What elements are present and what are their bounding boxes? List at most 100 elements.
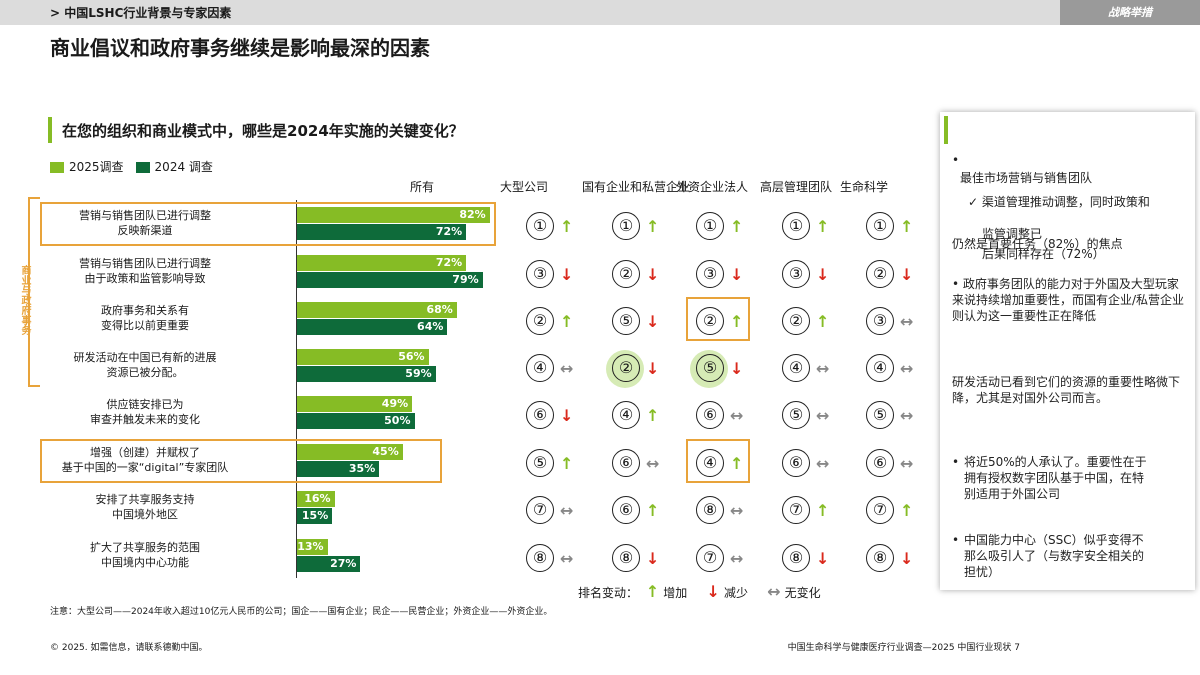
rank-badge: ③ bbox=[866, 307, 894, 335]
rank-badge: ④ bbox=[866, 354, 894, 382]
panel-bullet5: 中国能力中心（SSC）似乎变得不那么吸引人了（与数字安全相关的担忧） bbox=[964, 533, 1145, 579]
bar-2024: 72% bbox=[297, 224, 467, 240]
rank-badge: ① bbox=[526, 212, 554, 240]
rank-down-icon: ↓ bbox=[646, 265, 660, 284]
bar-2024: 35% bbox=[297, 461, 380, 477]
rank-badge: ⑦ bbox=[866, 496, 894, 524]
rank-down-icon: ↓ bbox=[646, 359, 660, 378]
data-label: 35% bbox=[348, 462, 376, 475]
bar-2024: 27% bbox=[297, 556, 361, 572]
page-footer: 中国生命科学与健康医疗行业调查—2025 中国行业现状 7 bbox=[787, 643, 1020, 653]
rank-up-icon: ↑ bbox=[816, 312, 830, 331]
data-label: 59% bbox=[405, 367, 432, 380]
rank-badge: ⑧ bbox=[526, 544, 554, 572]
rank-same-icon: ↔ bbox=[560, 359, 574, 378]
highlight-row-box bbox=[40, 202, 496, 246]
panel-bullet1-c: 后果同样存在（72%） bbox=[982, 247, 1105, 261]
rank-same-icon: ↔ bbox=[816, 359, 830, 378]
rank-badge: ⑧ bbox=[612, 544, 640, 572]
bar-2025: 49% bbox=[297, 396, 413, 412]
category-label: 安排了共享服务支持 中国境外地区 bbox=[95, 493, 195, 521]
rank-down-icon: ↓ bbox=[900, 265, 914, 284]
data-label: 56% bbox=[398, 350, 425, 363]
rank-same-icon: ↔ bbox=[560, 549, 574, 568]
rank-badge: ① bbox=[782, 212, 810, 240]
rank-badge: ③ bbox=[696, 260, 724, 288]
bar-2025: 13% bbox=[297, 539, 328, 555]
rank-badge: ② bbox=[782, 307, 810, 335]
rank-down-icon: ↓ bbox=[646, 312, 660, 331]
rank-badge: ⑥ bbox=[612, 496, 640, 524]
rank-badge: ③ bbox=[526, 260, 554, 288]
col-head-foreign: 外资企业法人 bbox=[676, 180, 749, 194]
panel-bullet4-dot: • bbox=[952, 455, 960, 469]
col-head-large: 大型公司 bbox=[500, 180, 549, 194]
col-head-lifesci: 生命科学 bbox=[840, 180, 889, 194]
rank-badge: ① bbox=[612, 212, 640, 240]
rank-same-icon: ↔ bbox=[560, 501, 574, 520]
rank-badge: ⑥ bbox=[696, 401, 724, 429]
rank-same-icon: ↔ bbox=[730, 501, 744, 520]
rank-badge: ⑧ bbox=[782, 544, 810, 572]
category-label: 研发活动在中国已有新的进展 资源已被分配。 bbox=[73, 351, 217, 379]
bar-2025: 45% bbox=[297, 444, 403, 460]
rank-badge: ⑤ bbox=[612, 307, 640, 335]
rank-key-label: 排名变动： bbox=[578, 586, 639, 600]
rank-down-icon: ↓ bbox=[900, 549, 914, 568]
rank-badge: ① bbox=[696, 212, 724, 240]
rank-same-icon: ↔ bbox=[646, 454, 660, 473]
category-label: 营销与销售团队已进行调整 反映新渠道 bbox=[79, 209, 211, 237]
rank-up-icon: ↑ bbox=[816, 217, 830, 236]
rank-up-icon: ↑ bbox=[730, 454, 744, 473]
data-label: 64% bbox=[417, 320, 444, 333]
rank-key-same: 无变化 bbox=[784, 586, 821, 600]
bar-2025: 68% bbox=[297, 302, 457, 318]
rank-up-icon: ↑ bbox=[646, 501, 660, 520]
legend-item-2025: 2025调查 bbox=[50, 158, 124, 175]
panel-bullet4: 将近50%的人承认了。重要性在于拥有授权数字团队基于中国，在特别适用于外国公司 bbox=[964, 455, 1147, 501]
rank-up-icon: ↑ bbox=[900, 217, 914, 236]
data-label: 72% bbox=[435, 256, 463, 269]
rank-same-icon: ↔ bbox=[900, 312, 914, 331]
bar-axis bbox=[296, 200, 297, 578]
rank-up-icon: ↑ bbox=[646, 217, 660, 236]
rank-down-icon: ↓ bbox=[816, 265, 830, 284]
chart-title: 在您的组织和商业模式中，哪些是2024年实施的关键变化？ bbox=[62, 122, 464, 140]
footnote: 注意：大型公司——2024年收入超过10亿元人民币的公司；国企——国有企业；民企… bbox=[50, 607, 553, 617]
rank-badge: ⑥ bbox=[612, 449, 640, 477]
rank-badge: ② bbox=[866, 260, 894, 288]
rank-badge: ⑥ bbox=[866, 449, 894, 477]
panel-bullet2: • 政府事务团队的能力对于外国及大型玩家来说持续增加重要性，而国有企业/私营企业… bbox=[952, 277, 1185, 323]
rank-badge: ② bbox=[612, 260, 640, 288]
bar-2024: 64% bbox=[297, 319, 448, 335]
rank-up-icon: ↑ bbox=[900, 501, 914, 520]
panel-bullet1-b: 仍然是首要任务（82%）的焦点 bbox=[952, 237, 1123, 251]
panel-para3: 研发活动已看到它们的资源的重要性略微下降，尤其是对国外公司而言。 bbox=[952, 375, 1181, 405]
group-bracket-label: 商业与政府事务 bbox=[19, 265, 30, 335]
rank-same-icon: ↔ bbox=[730, 549, 744, 568]
top-bar: > 中国LSHC行业背景与专家因素 战略举措 bbox=[0, 0, 1200, 25]
rank-badge: ② bbox=[612, 354, 640, 382]
rank-same-icon: ↔ bbox=[900, 454, 914, 473]
panel-accent bbox=[944, 116, 948, 144]
same-arrow-icon: ↔ bbox=[767, 582, 781, 601]
group-bracket bbox=[28, 197, 40, 387]
chart-legend: 2025调查 2024 调查 bbox=[50, 158, 213, 175]
rank-same-icon: ↔ bbox=[900, 359, 914, 378]
rank-badge: ⑦ bbox=[526, 496, 554, 524]
data-label: 13% bbox=[297, 540, 324, 553]
rank-down-icon: ↓ bbox=[560, 406, 574, 425]
rank-badge: ④ bbox=[612, 401, 640, 429]
category-label: 政府事务和关系有 变得比以前更重要 bbox=[101, 304, 189, 332]
category-label: 扩大了共享服务的范围 中国境内中心功能 bbox=[90, 541, 200, 569]
rank-badge: ④ bbox=[696, 449, 724, 477]
rank-down-icon: ↓ bbox=[730, 265, 744, 284]
rank-badge: ② bbox=[696, 307, 724, 335]
copyright: © 2025. 如需信息，请联系德勤中国。 bbox=[50, 643, 208, 653]
bar-2025: 82% bbox=[297, 207, 490, 223]
data-label: 27% bbox=[330, 557, 357, 570]
rank-down-icon: ↓ bbox=[646, 549, 660, 568]
data-label: 50% bbox=[384, 414, 411, 427]
col-head-soe: 国有企业和私营企业 bbox=[582, 180, 691, 194]
category-label: 增强（创建）并赋权了 基于中国的一家“digital”专家团队 bbox=[61, 446, 229, 474]
